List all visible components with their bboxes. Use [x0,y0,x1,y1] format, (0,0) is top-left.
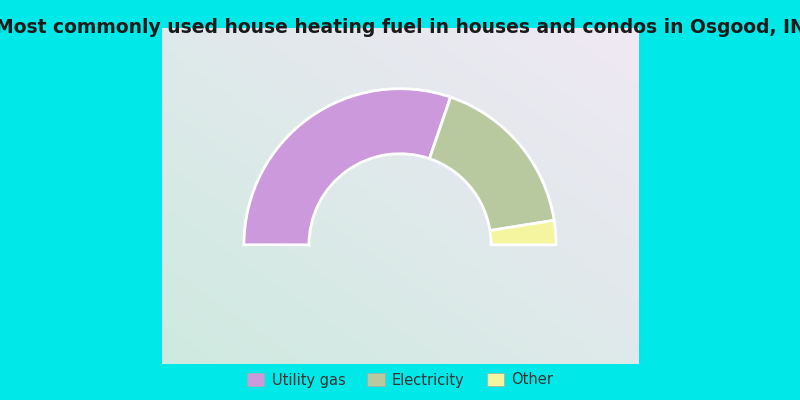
Text: Most commonly used house heating fuel in houses and condos in Osgood, IN: Most commonly used house heating fuel in… [0,18,800,37]
Wedge shape [244,89,450,245]
Legend: Utility gas, Electricity, Other: Utility gas, Electricity, Other [241,367,559,393]
Wedge shape [490,220,556,245]
Wedge shape [430,97,554,230]
